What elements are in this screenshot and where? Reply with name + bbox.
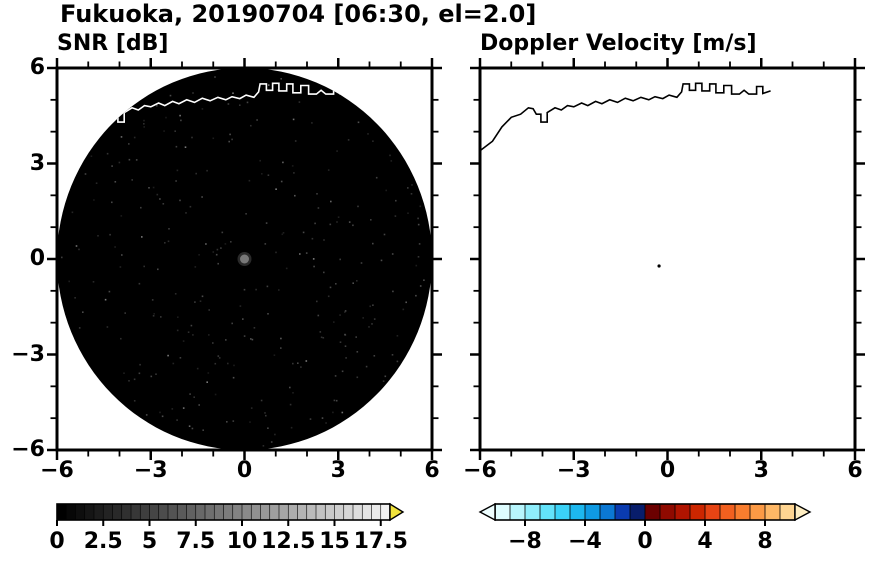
velocity-colorbar-label: 8: [757, 529, 773, 554]
snr-colorbar-label: 12.5: [261, 529, 316, 554]
snr-y-tick-label: 6: [29, 55, 45, 80]
snr-y-tick-label: 0: [29, 246, 45, 271]
velocity-x-tick-label: −3: [556, 458, 591, 483]
snr-colorbar-label: 15: [319, 529, 350, 554]
velocity-x-tick-label: 0: [659, 458, 676, 483]
snr-colorbar-label: 5: [141, 529, 158, 554]
snr-colorbar: [56, 502, 405, 526]
snr-x-tick-label: −3: [133, 458, 168, 483]
snr-x-tick-label: −6: [40, 458, 74, 483]
velocity-colorbar: [478, 502, 812, 526]
snr-y-tick-label: −6: [11, 437, 45, 462]
velocity-ppi-plot: [470, 58, 865, 460]
snr-colorbar-over-arrow: [389, 502, 405, 522]
snr-colorbar-label: 0: [49, 529, 65, 554]
snr-x-tick-label: 3: [330, 458, 346, 483]
tick-marks: [470, 58, 865, 460]
velocity-plot-background: [480, 68, 855, 450]
snr-ppi-plot: [47, 58, 442, 460]
velocity-colorbar-label: 0: [637, 529, 653, 554]
tick-marks: [47, 58, 442, 460]
velocity-colorbar-label: −4: [568, 529, 602, 554]
radar-center-dot: [240, 254, 249, 264]
coastline-path: [479, 82, 771, 152]
figure-title: Fukuoka, 20190704 [06:30, el=2.0]: [60, 0, 537, 28]
velocity-colorbar-over-arrow: [794, 502, 812, 522]
coastline-path: [57, 82, 348, 152]
velocity-colorbar-under-arrow: [478, 502, 496, 522]
snr-noise-speckles: [61, 76, 425, 447]
velocity-colorbar-label: 4: [697, 529, 713, 554]
velocity-x-tick-label: 3: [753, 458, 769, 483]
snr-colorbar-label: 7.5: [176, 529, 216, 554]
snr-y-tick-label: 3: [29, 150, 45, 176]
velocity-colorbar-label: −8: [508, 529, 542, 554]
plot-frame: [55, 66, 434, 452]
snr-panel-title: SNR [dB]: [57, 31, 169, 56]
snr-colorbar-label: 10: [226, 529, 258, 554]
snr-colorbar-label: 17.5: [353, 529, 408, 554]
velocity-panel-title: Doppler Velocity [m/s]: [480, 31, 757, 56]
snr-x-tick-label: 0: [236, 458, 253, 483]
velocity-x-tick-label: 6: [847, 458, 863, 483]
velocity-echo-dot: [657, 264, 661, 268]
snr-x-tick-label: 6: [424, 458, 440, 483]
velocity-x-tick-label: −6: [463, 458, 497, 483]
plot-frame: [478, 66, 857, 452]
snr-y-tick-label: −3: [11, 341, 45, 367]
snr-colorbar-label: 2.5: [83, 529, 123, 554]
